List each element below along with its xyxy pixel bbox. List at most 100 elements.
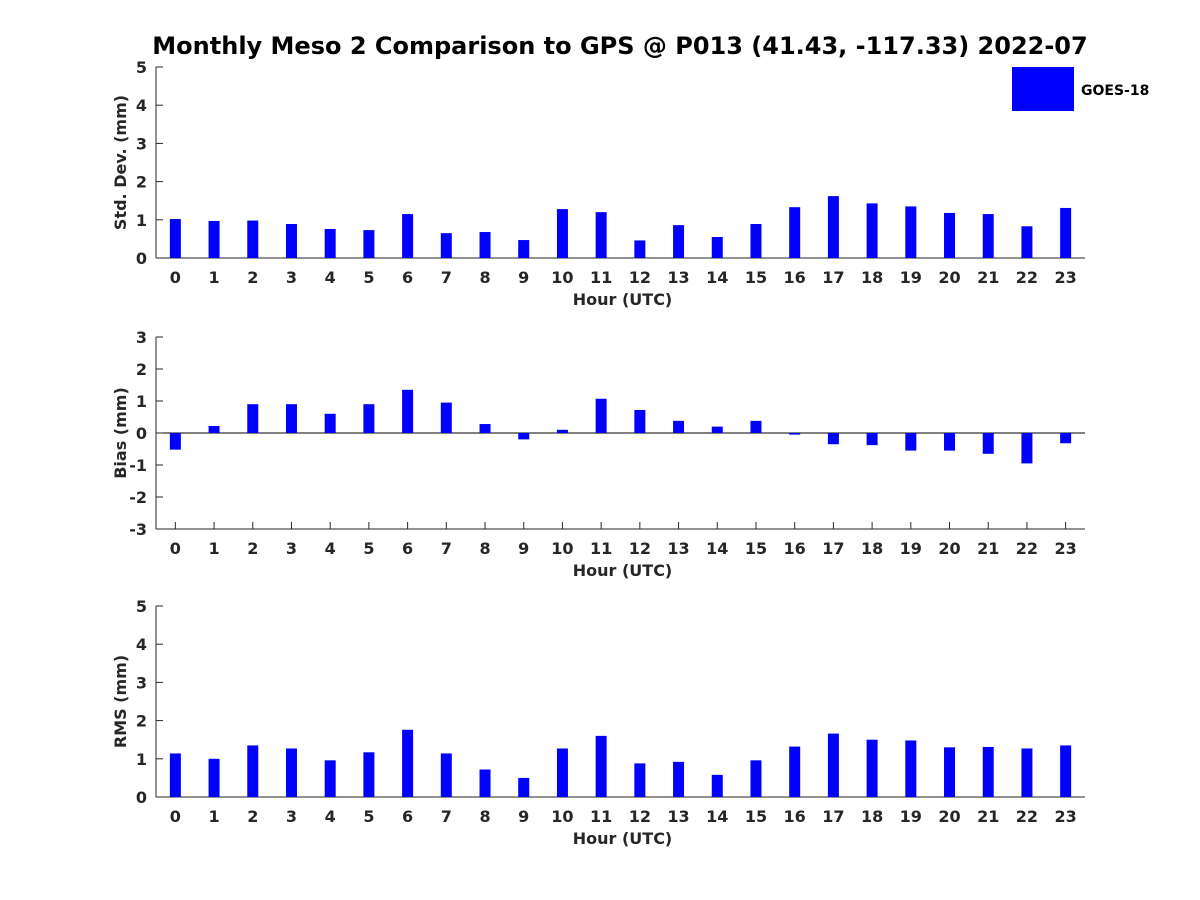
x-tick-label: 15: [745, 268, 767, 287]
bar: [905, 433, 917, 451]
bar: [944, 747, 956, 797]
x-tick-label: 4: [325, 807, 336, 826]
bar: [866, 739, 878, 797]
bar: [556, 429, 568, 433]
bar: [247, 745, 259, 797]
x-tick-label: 4: [325, 539, 336, 558]
bar: [905, 206, 917, 258]
bar: [518, 777, 530, 797]
bar: [285, 404, 297, 433]
x-tick-label: 0: [170, 539, 181, 558]
bar: [866, 203, 878, 258]
bar: [208, 220, 220, 258]
bar: [905, 740, 917, 797]
bar: [673, 761, 685, 797]
x-tick-label: 23: [1055, 268, 1077, 287]
y-tick-label: 0: [136, 249, 147, 268]
x-tick-label: 9: [518, 807, 529, 826]
bar: [324, 760, 336, 797]
legend: GOES-18: [1012, 67, 1149, 111]
bar: [1021, 226, 1033, 258]
bar: [711, 236, 723, 258]
x-tick-label: 3: [286, 539, 297, 558]
x-tick-label: 18: [861, 539, 883, 558]
x-tick-label: 12: [629, 807, 651, 826]
legend-label: GOES-18: [1081, 83, 1149, 99]
y-tick-label: 5: [136, 597, 147, 616]
y-tick-label: 0: [136, 424, 147, 443]
x-tick-label: 22: [1016, 539, 1038, 558]
x-tick-label: 5: [363, 268, 374, 287]
y-tick-label: 3: [136, 328, 147, 347]
x-tick-label: 19: [900, 807, 922, 826]
bar: [324, 228, 336, 258]
x-tick-label: 2: [247, 539, 258, 558]
bar: [789, 207, 801, 258]
x-tick-label: 9: [518, 268, 529, 287]
x-tick-label: 19: [900, 539, 922, 558]
x-tick-label: 15: [745, 539, 767, 558]
bar: [1021, 748, 1033, 797]
bar: [440, 753, 452, 797]
x-tick-label: 16: [784, 807, 806, 826]
x-tick-label: 5: [363, 807, 374, 826]
bar: [324, 413, 336, 433]
y-tick-label: 2: [136, 173, 147, 192]
x-axis-label: Hour (UTC): [573, 829, 673, 848]
bar: [673, 420, 685, 433]
bar: [363, 230, 375, 258]
x-tick-label: 7: [441, 539, 452, 558]
chart-title: Monthly Meso 2 Comparison to GPS @ P013 …: [152, 32, 1087, 60]
bar: [827, 733, 839, 797]
bar: [247, 220, 259, 258]
bar: [750, 760, 762, 797]
bar: [402, 729, 414, 797]
bar: [402, 214, 414, 258]
x-axis-label: Hour (UTC): [573, 290, 673, 309]
bar: [634, 409, 646, 433]
bar: [440, 233, 452, 258]
bar: [518, 433, 530, 440]
x-tick-label: 21: [977, 807, 999, 826]
y-tick-label: 5: [136, 58, 147, 77]
bar: [711, 774, 723, 797]
x-tick-label: 13: [667, 807, 689, 826]
x-tick-label: 22: [1016, 807, 1038, 826]
x-tick-label: 1: [208, 539, 219, 558]
bar: [1060, 433, 1072, 444]
y-tick-label: 4: [136, 96, 147, 115]
x-tick-label: 19: [900, 268, 922, 287]
x-tick-label: 20: [938, 539, 960, 558]
x-tick-label: 12: [629, 539, 651, 558]
x-tick-label: 7: [441, 268, 452, 287]
x-tick-label: 21: [977, 539, 999, 558]
bar: [479, 424, 491, 433]
x-tick-label: 4: [325, 268, 336, 287]
x-tick-label: 12: [629, 268, 651, 287]
bar: [866, 433, 878, 446]
bar: [750, 420, 762, 433]
x-tick-label: 14: [706, 807, 728, 826]
x-tick-label: 8: [479, 539, 490, 558]
x-tick-label: 8: [479, 807, 490, 826]
x-tick-label: 18: [861, 268, 883, 287]
x-tick-label: 6: [402, 268, 413, 287]
x-tick-label: 9: [518, 539, 529, 558]
bar: [363, 404, 375, 433]
x-tick-label: 18: [861, 807, 883, 826]
x-tick-label: 22: [1016, 268, 1038, 287]
bar: [169, 219, 181, 258]
bar: [518, 240, 530, 258]
bar: [595, 735, 607, 797]
bar: [634, 763, 646, 797]
x-tick-label: 11: [590, 807, 612, 826]
bar: [595, 212, 607, 258]
bar: [1021, 433, 1033, 464]
bar: [711, 426, 723, 433]
y-axis-label: RMS (mm): [111, 655, 130, 748]
x-tick-label: 23: [1055, 807, 1077, 826]
y-tick-label: 2: [136, 712, 147, 731]
x-axis-label: Hour (UTC): [573, 561, 673, 580]
x-tick-label: 1: [208, 807, 219, 826]
